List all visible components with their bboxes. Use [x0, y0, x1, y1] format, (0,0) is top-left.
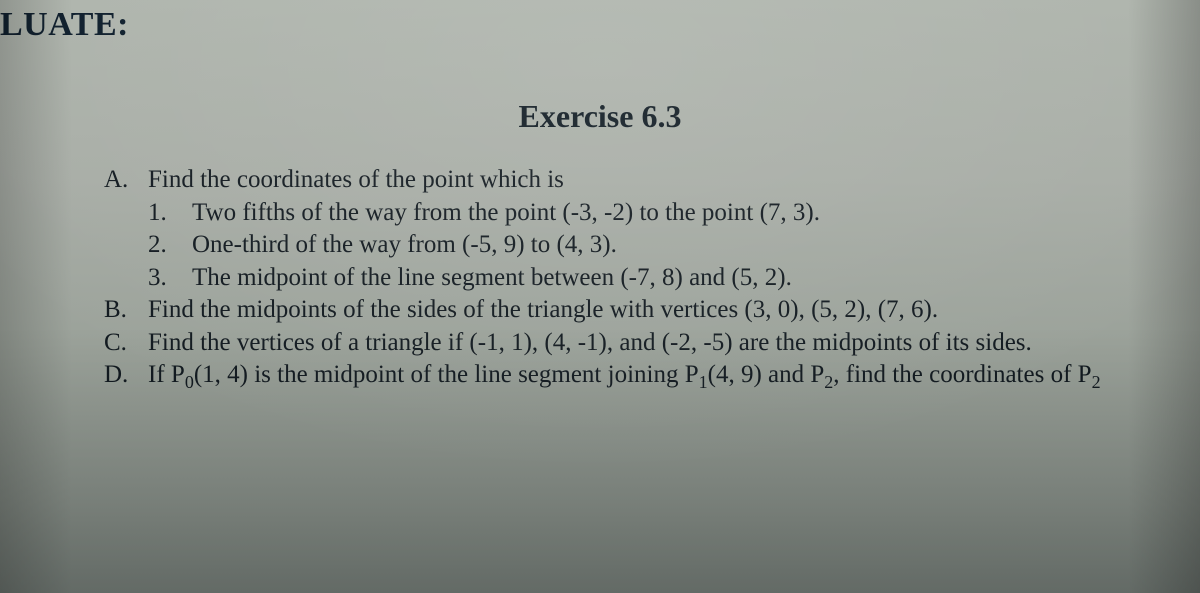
item-d-p2b: P2: [1078, 361, 1101, 388]
item-c-marker: C.: [104, 327, 148, 360]
p2b-sub: 2: [1092, 372, 1101, 392]
p1-sym: P: [685, 361, 699, 388]
item-c-text: Find the vertices of a triangle if (-1, …: [148, 327, 1160, 360]
exercise-list: A. Find the coordinates of the point whi…: [104, 164, 1160, 394]
exercise-title: Exercise 6.3: [0, 98, 1200, 135]
item-a-2-text: One-third of the way from (-5, 9) to (4,…: [192, 229, 1160, 262]
item-d: D. If P0(1, 4) is the midpoint of the li…: [104, 359, 1160, 394]
item-d-text: If P0(1, 4) is the midpoint of the line …: [148, 359, 1160, 394]
item-a-3: 3. The midpoint of the line segment betw…: [104, 262, 1160, 295]
p2a-sub: 2: [824, 372, 833, 392]
item-d-p1: P1: [685, 361, 708, 388]
item-a: A. Find the coordinates of the point whi…: [104, 164, 1160, 197]
page: { "colors": { "text": "#121a20", "header…: [0, 0, 1200, 593]
item-a-3-marker: 3.: [148, 262, 192, 295]
item-a-text: Find the coordinates of the point which …: [148, 164, 1160, 197]
item-d-mid: , find the coordinates of: [833, 361, 1077, 388]
item-a-2: 2. One-third of the way from (-5, 9) to …: [104, 229, 1160, 262]
item-a-1-marker: 1.: [148, 197, 192, 230]
item-a-marker: A.: [104, 164, 148, 197]
p0-sub: 0: [185, 372, 194, 392]
item-a-3-text: The midpoint of the line segment between…: [192, 262, 1160, 295]
item-d-marker: D.: [104, 359, 148, 392]
p2b-sym: P: [1078, 361, 1092, 388]
item-b: B. Find the midpoints of the sides of th…: [104, 294, 1160, 327]
item-d-p0: P0: [171, 361, 194, 388]
p1-sub: 1: [699, 372, 708, 392]
item-d-p2a: P2: [810, 361, 833, 388]
p0-sym: P: [171, 361, 185, 388]
item-d-seg1: (1, 4) is the midpoint of the line segme…: [194, 361, 685, 388]
item-b-text: Find the midpoints of the sides of the t…: [148, 294, 1160, 327]
item-c: C. Find the vertices of a triangle if (-…: [104, 327, 1160, 360]
item-d-seg2: (4, 9) and: [708, 361, 811, 388]
item-d-prefix: If: [148, 361, 171, 388]
p2a-sym: P: [810, 361, 824, 388]
item-a-1-text: Two fifths of the way from the point (-3…: [192, 197, 1160, 230]
item-a-2-marker: 2.: [148, 229, 192, 262]
page-header-fragment: LUATE:: [0, 6, 129, 44]
item-a-1: 1. Two fifths of the way from the point …: [104, 197, 1160, 230]
item-b-marker: B.: [104, 294, 148, 327]
